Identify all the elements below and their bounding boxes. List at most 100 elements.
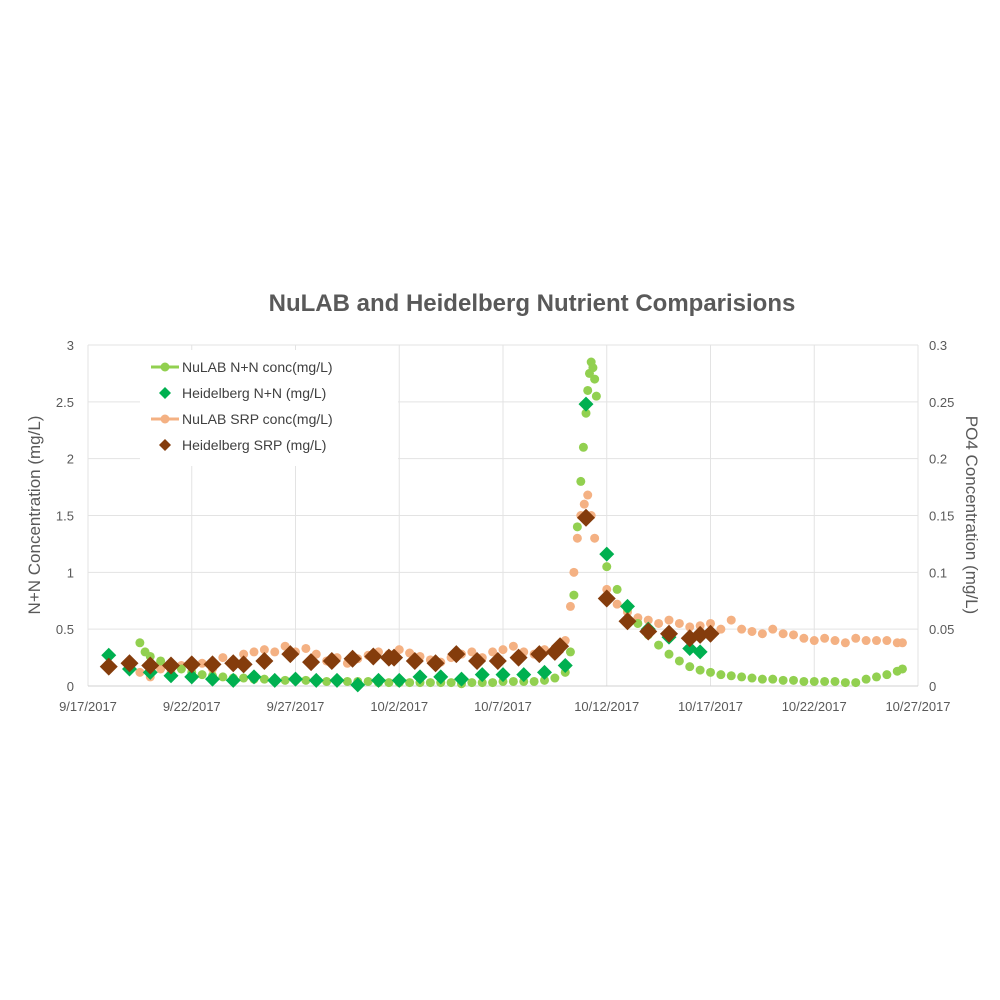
y-left-tick-label: 1: [67, 565, 74, 580]
data-point: [872, 672, 881, 682]
y-right-tick-label: 0: [929, 679, 936, 694]
data-point: [639, 622, 658, 641]
data-point: [288, 671, 303, 687]
data-point: [882, 636, 892, 646]
data-marks: [99, 357, 907, 693]
data-point: [674, 656, 684, 666]
data-point: [120, 654, 139, 673]
data-point: [597, 589, 616, 608]
data-point: [840, 638, 850, 648]
data-point: [550, 673, 560, 683]
data-point: [239, 673, 249, 683]
data-point: [747, 673, 757, 683]
data-point: [695, 621, 705, 631]
data-point: [861, 674, 871, 684]
data-point: [588, 363, 598, 373]
data-point: [591, 391, 601, 401]
data-point: [572, 522, 582, 532]
data-point: [576, 476, 586, 486]
data-point: [882, 670, 892, 680]
data-point: [385, 648, 404, 667]
y-left-tick-label: 3: [67, 338, 74, 353]
data-point: [581, 408, 591, 418]
data-point: [706, 618, 715, 628]
data-point: [364, 647, 383, 666]
x-tick-label: 10/12/2017: [574, 699, 639, 714]
data-point: [308, 672, 324, 688]
data-point: [467, 647, 477, 657]
data-point: [516, 667, 532, 683]
data-point: [620, 598, 635, 614]
data-point: [184, 669, 200, 685]
data-point: [529, 676, 539, 686]
data-point: [695, 665, 705, 675]
data-point: [249, 647, 259, 657]
y-axis-right-ticks: 0 0.05 0.1 0.15 0.2 0.25 0.3: [929, 338, 954, 694]
legend-swatch-marker: [159, 439, 171, 451]
data-point: [590, 533, 600, 543]
data-point: [234, 655, 253, 674]
x-tick-label: 9/27/2017: [267, 699, 325, 714]
legend-label: NuLAB N+N conc(mg/L): [182, 359, 333, 375]
y-axis-left-title: N+N Concentration (mg/L): [25, 416, 44, 615]
data-point: [488, 678, 498, 688]
data-point: [726, 671, 736, 681]
data-point: [583, 385, 593, 395]
data-point: [716, 624, 726, 634]
data-point: [809, 676, 819, 686]
data-point: [872, 636, 881, 646]
data-point: [757, 629, 767, 639]
data-point: [692, 644, 708, 660]
data-point: [508, 641, 518, 651]
data-point: [674, 618, 684, 628]
data-point: [182, 655, 201, 674]
data-point: [145, 651, 155, 661]
data-point: [897, 664, 907, 674]
data-point: [412, 669, 428, 685]
legend-swatch-marker: [160, 414, 170, 424]
data-point: [768, 674, 778, 684]
data-point: [488, 647, 498, 657]
data-point: [851, 633, 861, 643]
data-point: [789, 675, 798, 685]
data-point: [799, 676, 809, 686]
data-point: [498, 645, 508, 655]
data-point: [322, 651, 341, 670]
y-right-tick-label: 0.2: [929, 452, 947, 467]
data-point: [280, 675, 290, 685]
data-point: [530, 645, 549, 664]
data-point: [495, 667, 511, 683]
data-point: [246, 669, 262, 685]
y-right-tick-label: 0.1: [929, 565, 947, 580]
data-point: [778, 629, 788, 639]
legend-label: Heidelberg N+N (mg/L): [182, 385, 326, 401]
x-tick-label: 10/17/2017: [678, 699, 743, 714]
data-point: [468, 651, 487, 670]
legend-box: [140, 350, 398, 466]
data-point: [371, 672, 386, 688]
x-tick-label: 10/7/2017: [474, 699, 532, 714]
data-point: [757, 674, 767, 684]
data-point: [433, 669, 449, 685]
data-point: [156, 664, 166, 674]
data-point: [685, 622, 695, 632]
y-left-tick-label: 2.5: [56, 395, 74, 410]
data-point: [259, 645, 269, 655]
data-point: [768, 624, 778, 634]
data-point: [163, 668, 179, 684]
data-point: [301, 675, 311, 685]
data-point: [405, 651, 424, 670]
data-point: [737, 624, 747, 634]
data-point: [602, 562, 612, 572]
data-point: [569, 590, 579, 600]
y-left-tick-label: 1.5: [56, 509, 74, 524]
data-point: [135, 638, 145, 648]
data-point: [897, 638, 907, 648]
y-right-tick-label: 0.3: [929, 338, 947, 353]
data-point: [565, 601, 575, 611]
x-tick-label: 10/27/2017: [885, 699, 950, 714]
y-right-tick-label: 0.25: [929, 395, 954, 410]
data-point: [691, 625, 710, 644]
data-point: [664, 649, 674, 659]
